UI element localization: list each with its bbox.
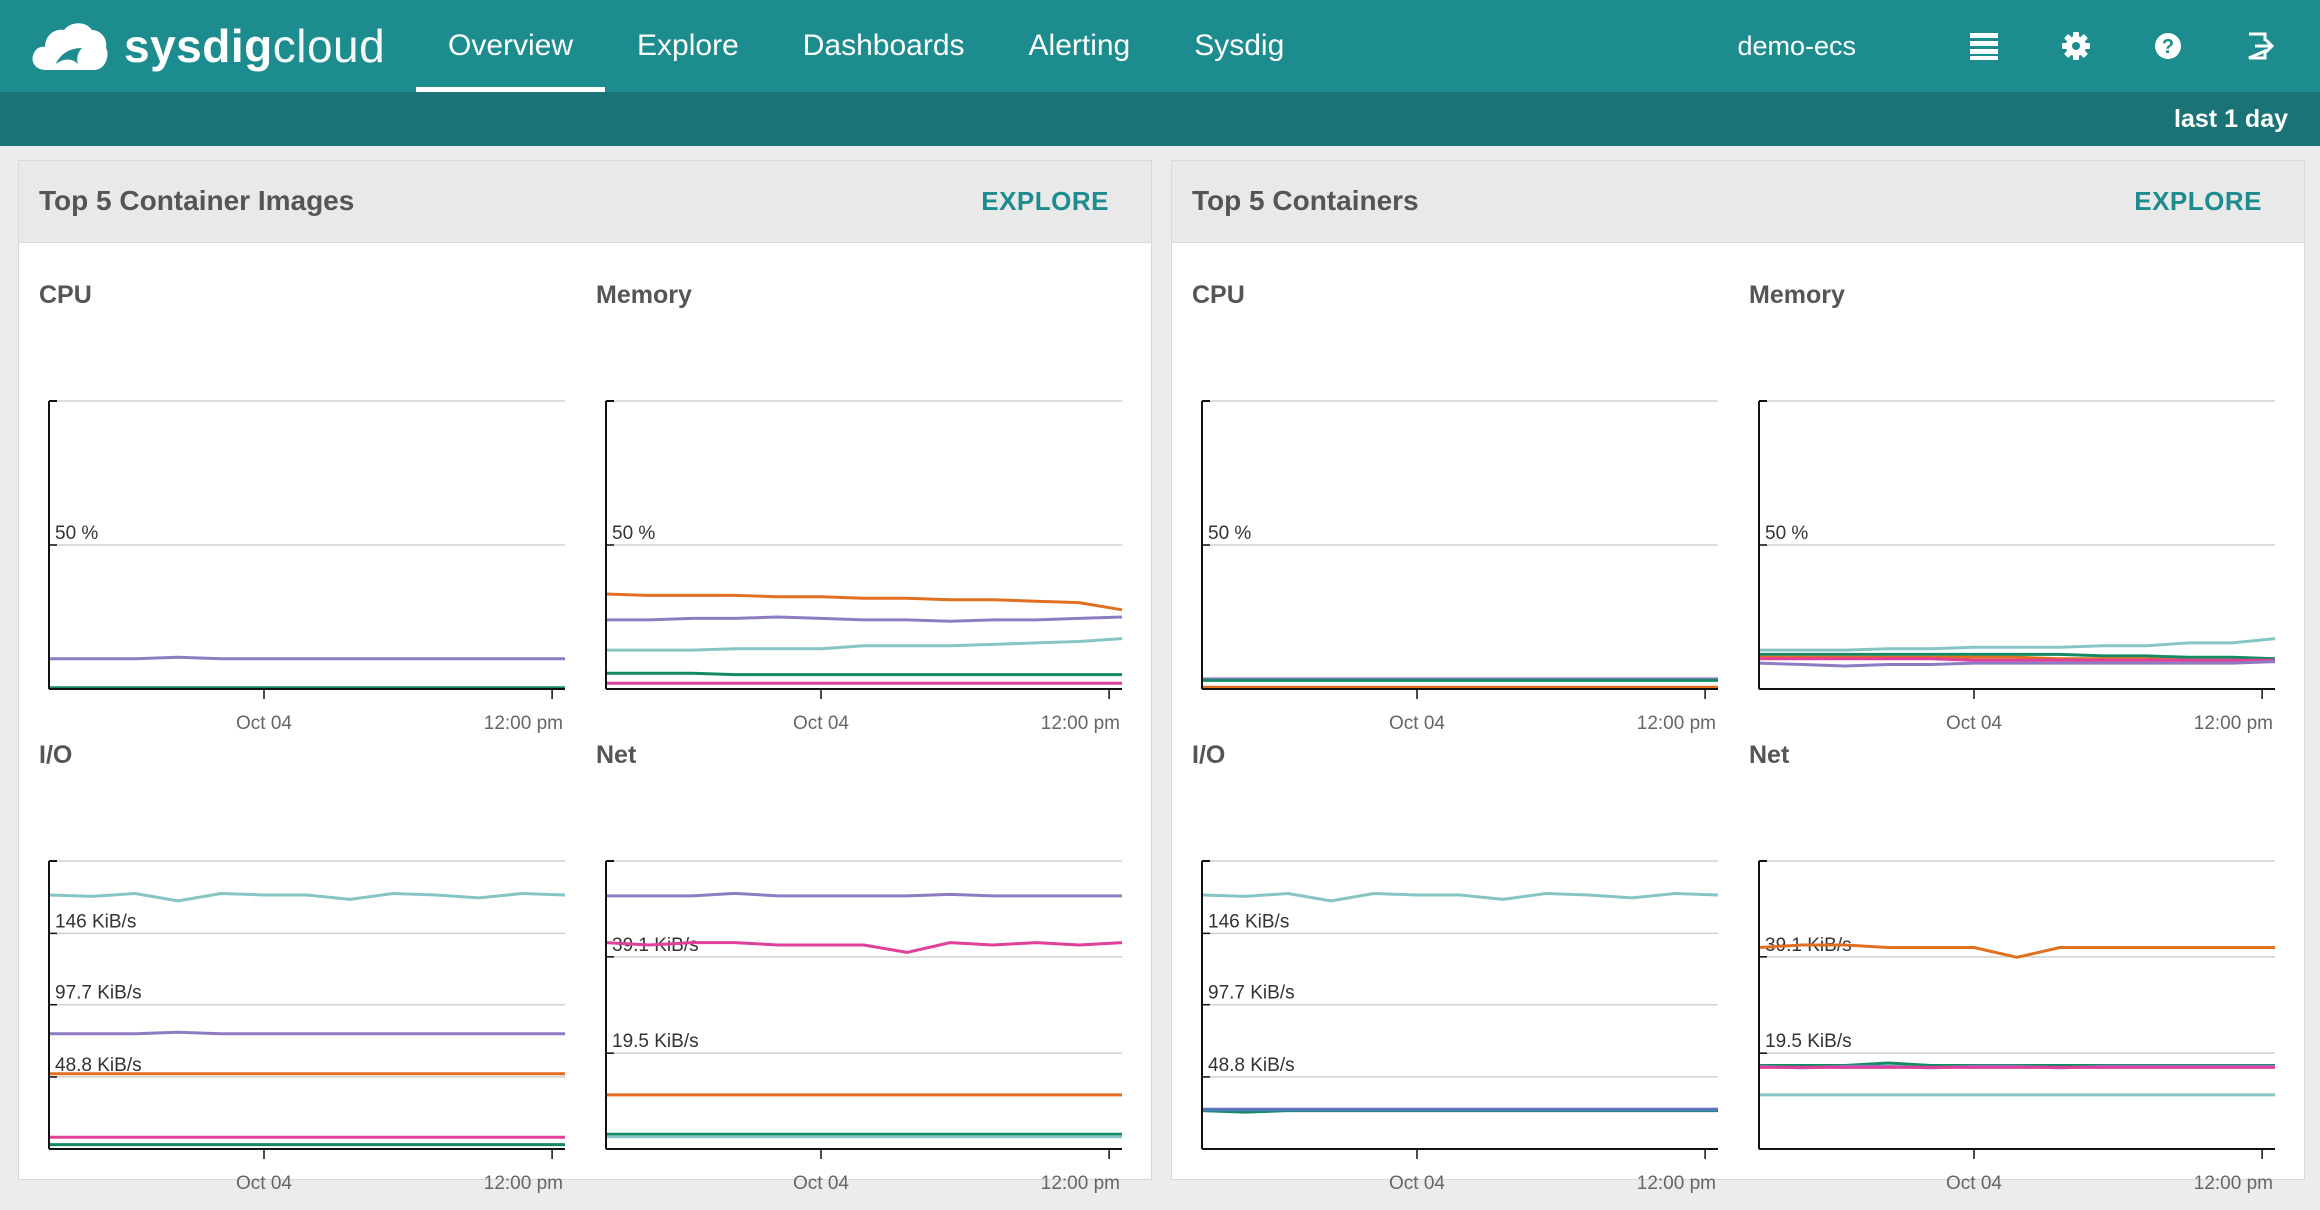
main-nav: Overview Explore Dashboards Alerting Sys… (416, 0, 1316, 92)
y-tick-label: 97.7 KiB/s (1208, 983, 1295, 1004)
svg-text:?: ? (2162, 36, 2174, 58)
user-account-name[interactable]: demo-ecs (1737, 30, 1856, 61)
y-tick-label: 50 % (612, 523, 655, 544)
chart-memory[interactable]: Memory 50 % Oct 04 12:00 pm (576, 261, 1132, 734)
chart-title: Net (1749, 741, 1790, 769)
line-chart: 50 % Oct 04 12:00 pm (1758, 400, 2276, 734)
x-tick-label: Oct 04 (1389, 713, 1445, 734)
time-range-selector[interactable]: last 1 day (2174, 105, 2288, 133)
series-line (606, 637, 1123, 652)
series-line (1759, 637, 2276, 652)
panel-title: Top 5 Containers (1192, 185, 1419, 216)
x-tick-label: Oct 04 (236, 713, 292, 734)
line-chart: 50 % Oct 04 12:00 pm (605, 400, 1123, 734)
x-tick-label: Oct 04 (793, 713, 849, 734)
series-line (49, 1030, 565, 1036)
menu-button[interactable] (1964, 26, 2004, 66)
x-tick-label: Oct 04 (236, 1173, 292, 1194)
logout-icon (2248, 32, 2275, 60)
logo-wordmark: sysdigcloud (124, 20, 386, 72)
panel-header: Top 5 Containers EXPLORE (1172, 161, 2304, 243)
chart-io[interactable]: I/O 146 KiB/s 97.7 KiB/s 48.8 KiB/s Oct 04 1… (1172, 721, 1728, 1194)
y-tick-label: 50 % (1765, 523, 1808, 544)
y-tick-label: 50 % (1208, 523, 1251, 544)
sysdig-cloud-logo[interactable]: sysdigcloud (30, 14, 385, 78)
chart-title: I/O (39, 741, 73, 769)
x-tick-label: 12:00 pm (1637, 713, 1716, 734)
y-tick-label: 50 % (55, 523, 98, 544)
x-tick-label: Oct 04 (1946, 1173, 2002, 1194)
logout-button[interactable] (2240, 26, 2280, 66)
panel-header: Top 5 Container Images EXPLORE (19, 161, 1151, 243)
line-chart: 146 KiB/s 97.7 KiB/s 48.8 KiB/s Oct 04 12:00… (48, 860, 566, 1194)
y-tick-label: 48.8 KiB/s (1208, 1055, 1295, 1076)
chart-title: Memory (596, 281, 692, 309)
chart-memory[interactable]: Memory 50 % Oct 04 12:00 pm (1729, 261, 2285, 734)
x-tick-label: Oct 04 (1389, 1173, 1445, 1194)
series-line (48, 892, 566, 903)
tab-overview[interactable]: Overview (416, 0, 606, 92)
gear-icon (2062, 32, 2090, 60)
help-button[interactable]: ? (2148, 26, 2188, 66)
tab-dashboards[interactable]: Dashboards (802, 29, 965, 62)
explore-button[interactable]: EXPLORE (2134, 186, 2262, 216)
help-icon: ? (2155, 33, 2181, 59)
chart-cpu[interactable]: CPU 50 % Oct 04 12:00 pm (19, 261, 575, 734)
y-tick-label: 48.8 KiB/s (55, 1055, 142, 1076)
chart-title: Memory (1749, 281, 1845, 309)
explore-button[interactable]: EXPLORE (981, 186, 1109, 216)
x-tick-label: 12:00 pm (1041, 713, 1120, 734)
y-tick-label: 19.5 KiB/s (1765, 1031, 1852, 1052)
line-chart: 146 KiB/s 97.7 KiB/s 48.8 KiB/s Oct 04 12:00… (1201, 860, 1719, 1194)
chart-title: I/O (1192, 741, 1226, 769)
menu-icon (1970, 33, 1998, 60)
series-line (1759, 652, 2276, 661)
x-tick-label: 12:00 pm (1637, 1173, 1716, 1194)
cloud-logo-icon (32, 23, 108, 70)
x-tick-label: 12:00 pm (1041, 1173, 1120, 1194)
panel-title: Top 5 Container Images (39, 185, 355, 216)
line-chart: 50 % Oct 04 12:00 pm (48, 400, 565, 734)
tab-alerting[interactable]: Alerting (1028, 29, 1131, 62)
series-line (1759, 657, 2275, 662)
tab-sysdig[interactable]: Sysdig (1194, 29, 1285, 62)
x-tick-label: 12:00 pm (2194, 713, 2273, 734)
chart-title: CPU (39, 281, 92, 309)
x-tick-label: 12:00 pm (484, 1173, 563, 1194)
line-chart: 50 % Oct 04 12:00 pm (1201, 400, 1718, 734)
y-tick-label: 146 KiB/s (55, 911, 136, 932)
header-tools: demo-ecs (1737, 0, 2280, 92)
top-navigation-bar: sysdigcloud Overview Explore Dashboards … (0, 0, 2320, 92)
settings-button[interactable] (2056, 26, 2096, 66)
x-tick-label: 12:00 pm (2194, 1173, 2273, 1194)
series-line (606, 615, 1123, 623)
chart-net[interactable]: Net 39.1 KiB/s 19.5 KiB/s Oct 04 12:00 pm (576, 721, 1132, 1194)
y-tick-label: 97.7 KiB/s (55, 983, 142, 1004)
series-line (49, 655, 565, 661)
chart-cpu[interactable]: CPU 50 % Oct 04 12:00 pm (1172, 261, 1728, 734)
chart-io[interactable]: I/O 146 KiB/s 97.7 KiB/s 48.8 KiB/s Oct 04 1… (19, 721, 575, 1194)
series-line (606, 891, 1122, 898)
series-line (606, 671, 1122, 677)
series-line (1758, 943, 2275, 959)
chart-title: Net (596, 741, 637, 769)
chart-title: CPU (1192, 281, 1245, 309)
series-line (605, 592, 1123, 612)
series-line (1758, 660, 2276, 668)
y-tick-label: 19.5 KiB/s (612, 1031, 699, 1052)
x-tick-label: 12:00 pm (484, 713, 563, 734)
x-tick-label: Oct 04 (793, 1173, 849, 1194)
chart-net[interactable]: Net 39.1 KiB/s 19.5 KiB/s Oct 04 12:00 pm (1729, 721, 2285, 1194)
series-line (605, 941, 1123, 954)
y-tick-label: 146 KiB/s (1208, 911, 1289, 932)
panel-top-containers: Top 5 Containers EXPLORE CPU 50 % Oct 04 1… (1171, 160, 2305, 1194)
panel-top-container-images: Top 5 Container Images EXPLORE CPU 50 % O… (18, 160, 1152, 1194)
tab-explore[interactable]: Explore (637, 29, 739, 62)
series-line (1201, 892, 1719, 903)
time-range-bar: last 1 day (0, 92, 2320, 146)
x-tick-label: Oct 04 (1946, 713, 2002, 734)
